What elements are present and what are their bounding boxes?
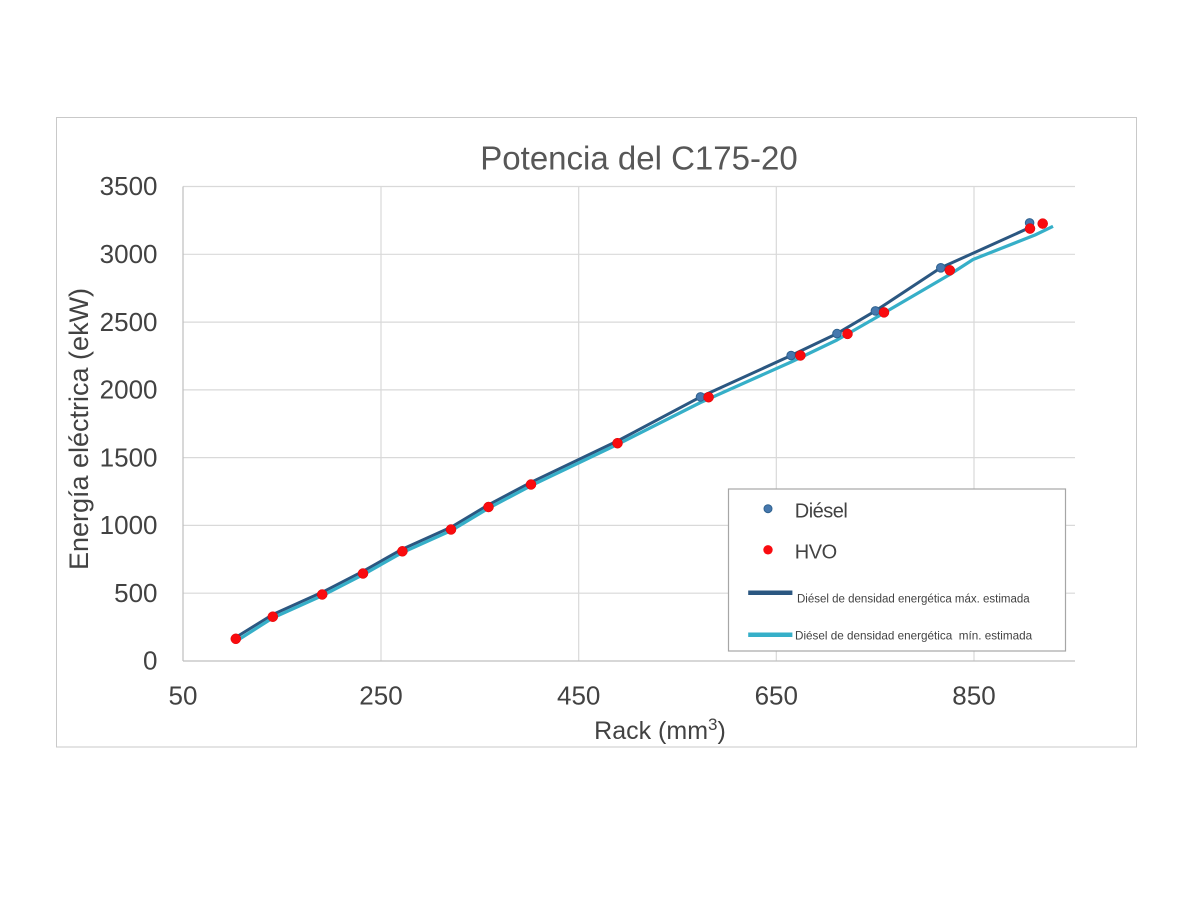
svg-text:1000: 1000 — [100, 510, 158, 540]
svg-text:850: 850 — [952, 681, 995, 711]
svg-text:Potencia del C175-20: Potencia del C175-20 — [480, 140, 797, 177]
svg-text:1500: 1500 — [100, 442, 158, 472]
svg-text:500: 500 — [114, 578, 157, 608]
svg-text:0: 0 — [143, 646, 157, 676]
svg-text:HVO: HVO — [795, 542, 837, 564]
svg-text:Diésel: Diésel — [795, 501, 848, 523]
svg-text:3000: 3000 — [100, 239, 158, 269]
svg-text:650: 650 — [755, 681, 798, 711]
svg-text:50: 50 — [169, 681, 198, 711]
svg-text:Diésel de densidad energética: Diésel de densidad energética mín. estim… — [795, 630, 1033, 643]
svg-text:Rack (mm3): Rack (mm3) — [594, 715, 726, 745]
svg-text:Diésel de densidad energética: Diésel de densidad energética máx. estim… — [797, 594, 1030, 606]
svg-text:450: 450 — [557, 681, 600, 711]
svg-text:Energía eléctrica (ekW): Energía eléctrica (ekW) — [64, 288, 94, 570]
svg-text:250: 250 — [359, 681, 402, 711]
svg-text:2500: 2500 — [100, 307, 158, 337]
svg-text:2000: 2000 — [100, 375, 158, 405]
svg-text:3500: 3500 — [100, 171, 158, 201]
